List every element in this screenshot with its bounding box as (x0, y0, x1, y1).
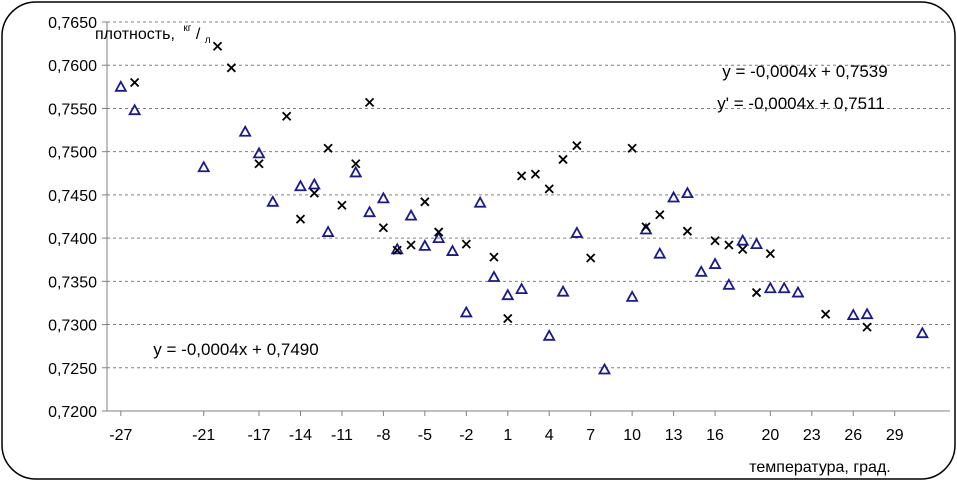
x-tick-label: -5 (418, 427, 432, 444)
x-tick-label: 4 (545, 427, 554, 444)
x-tick-label: 13 (665, 427, 683, 444)
x-tick-label: 26 (844, 427, 862, 444)
x-tick-label: 23 (803, 427, 821, 444)
x-tick-label: -21 (192, 427, 215, 444)
y-tick-label: 0,7450 (48, 188, 97, 205)
x-tick-label: -14 (289, 427, 312, 444)
equation-annotation-2: y' = -0,0004x + 0,7511 (717, 94, 884, 113)
x-tick-label: -11 (331, 427, 353, 444)
x-tick-label: 1 (503, 427, 512, 444)
x-tick-label: 16 (706, 427, 724, 444)
y-axis-label-slash: / (196, 26, 201, 43)
y-tick-label: 0,7500 (48, 145, 97, 162)
x-tick-label: -8 (376, 427, 390, 444)
x-tick-label: 7 (586, 427, 595, 444)
y-tick-label: 0,7600 (48, 58, 97, 75)
x-tick-label: -27 (109, 427, 132, 444)
equation-annotation-1: y = -0,0004x + 0,7539 (722, 62, 887, 81)
y-tick-label: 0,7200 (48, 404, 97, 421)
x-tick-label: 10 (623, 427, 641, 444)
y-tick-label: 0,7550 (48, 101, 97, 118)
equation-annotation-3: y = -0,0004x + 0,7490 (153, 340, 318, 359)
y-tick-label: 0,7350 (48, 274, 97, 291)
y-tick-label: 0,7250 (48, 361, 97, 378)
y-axis-label-unit-num: кг (183, 23, 191, 34)
y-tick-label: 0,7400 (48, 231, 97, 248)
y-tick-label: 0,7300 (48, 318, 97, 335)
x-tick-label: -2 (459, 427, 473, 444)
x-axis-label: температура, град. (749, 459, 890, 476)
y-tick-label: 0,7650 (48, 15, 97, 32)
y-axis-label-main: плотность, (95, 26, 175, 43)
y-axis-label-unit-den: л (205, 35, 211, 46)
x-tick-label: 20 (761, 427, 779, 444)
x-tick-label: -17 (247, 427, 270, 444)
x-tick-label: 29 (886, 427, 904, 444)
